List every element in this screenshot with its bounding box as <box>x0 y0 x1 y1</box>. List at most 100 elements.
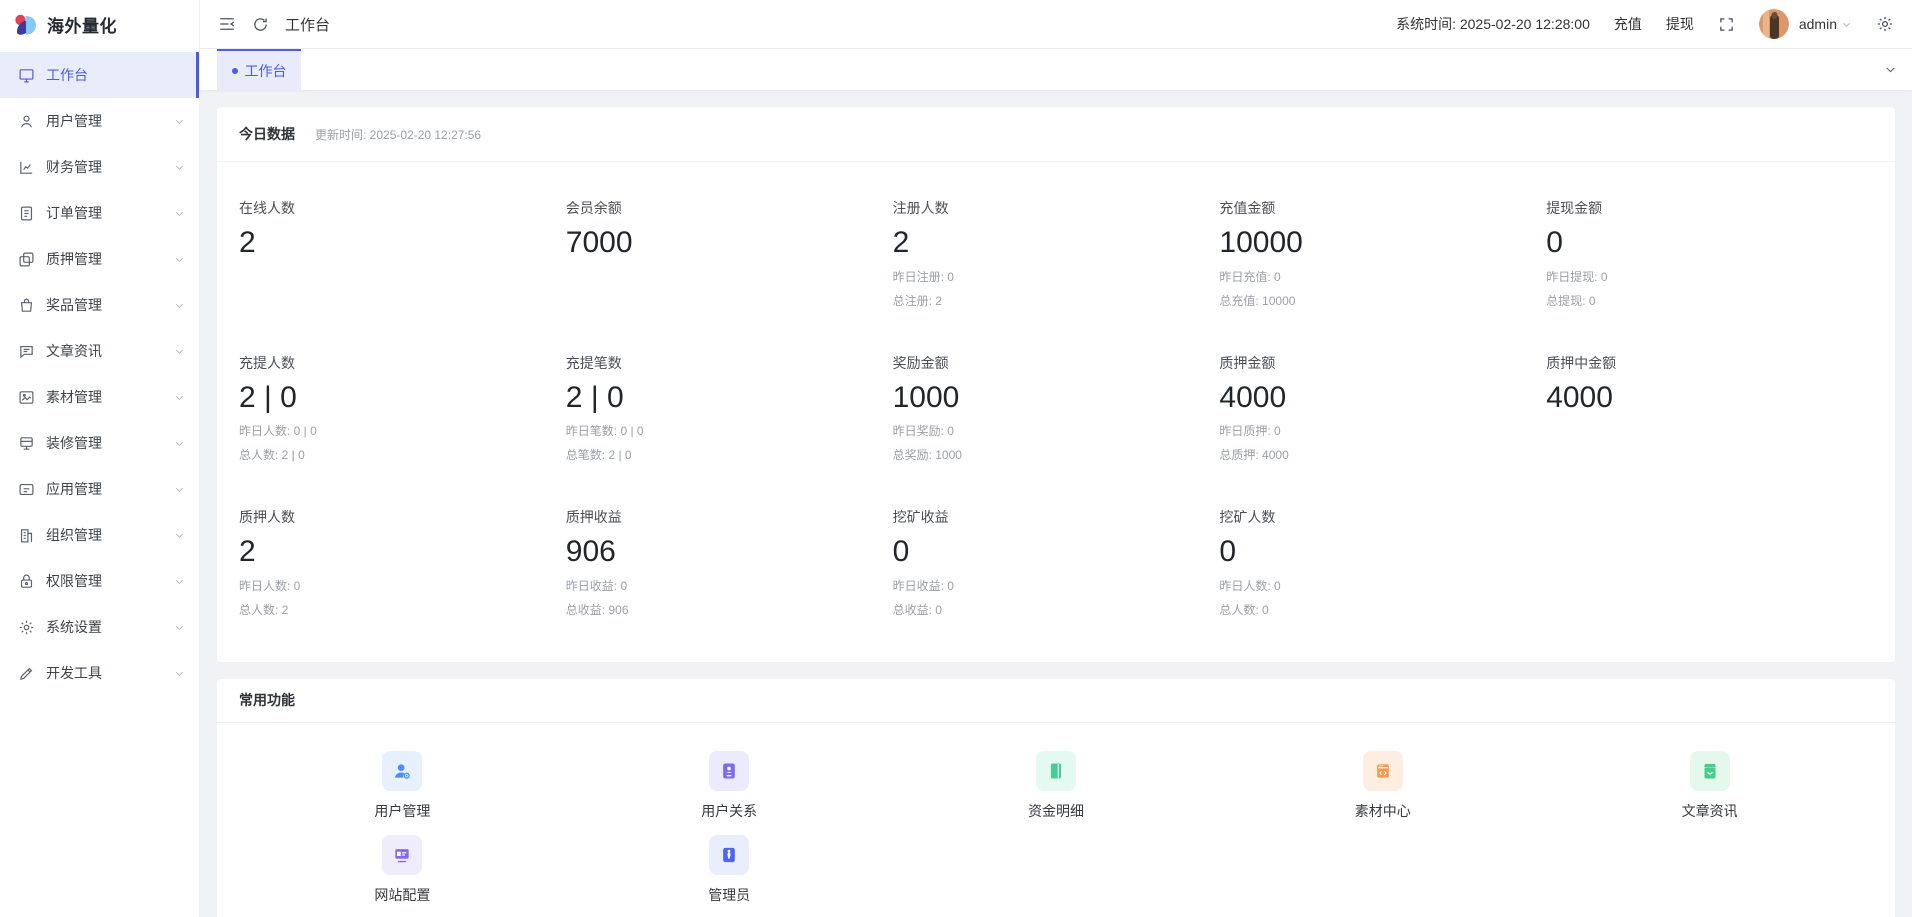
lock-icon <box>18 573 35 590</box>
sidebar-item-label: 开发工具 <box>46 665 102 681</box>
stat-recharge-withdraw-count: 充提笔数 2 | 0 昨日笔数: 0 | 0 总笔数: 2 | 0 <box>565 354 644 463</box>
chevron-down-icon <box>174 300 185 311</box>
bag-icon <box>18 297 35 314</box>
chevron-down-icon <box>174 208 185 219</box>
stat-mining-earnings: 挖矿收益 0 昨日收益: 0 总收益: 0 <box>892 509 954 617</box>
tab-bar: 工作台 <box>200 49 1912 90</box>
app-logo: 海外量化 <box>0 0 199 49</box>
recharge-button[interactable]: 充值 <box>1613 16 1642 32</box>
monitor-config-icon <box>382 834 423 875</box>
fullscreen-icon[interactable] <box>1718 16 1735 33</box>
app-title: 海外量化 <box>47 17 117 36</box>
sidebar-item-workbench[interactable]: 工作台 <box>0 52 199 98</box>
sidebar-item-label: 系统设置 <box>46 619 102 635</box>
comment-icon <box>18 343 35 360</box>
stat-withdraw-amount: 提现金额 0 昨日提现: 0 总提现: 0 <box>1546 200 1608 308</box>
today-card-title: 今日数据 <box>239 126 295 142</box>
chevron-down-icon <box>1841 19 1852 30</box>
image-icon <box>18 389 35 406</box>
sidebar-item-prize-management[interactable]: 奖品管理 <box>0 282 199 328</box>
sidebar-item-permission-management[interactable]: 权限管理 <box>0 558 199 604</box>
stat-pledge-users: 质押人数 2 昨日人数: 0 总人数: 2 <box>239 509 301 617</box>
user-menu[interactable]: admin <box>1758 9 1852 39</box>
sidebar-item-pledge-management[interactable]: 质押管理 <box>0 236 199 282</box>
sidebar-item-label: 组织管理 <box>46 527 102 543</box>
chevron-down-icon <box>174 116 185 127</box>
common-functions-header: 常用功能 <box>217 679 1895 723</box>
chevron-down-icon <box>174 438 185 449</box>
main-column: 工作台 系统时间: 2025-02-20 12:28:00 充值 提现 <box>200 0 1912 917</box>
ledger-book-icon <box>1035 750 1076 791</box>
today-data-card: 今日数据 更新时间: 2025-02-20 12:27:56 在线人数 2 会员… <box>217 107 1895 662</box>
sidebar-item-app-management[interactable]: 应用管理 <box>0 466 199 512</box>
stat-recharge-amount: 充值金额 10000 昨日充值: 0 总充值: 10000 <box>1219 200 1303 308</box>
stat-pledge-earnings: 质押收益 906 昨日收益: 0 总收益: 906 <box>565 509 629 617</box>
sidebar-item-order-management[interactable]: 订单管理 <box>0 190 199 236</box>
monitor-icon <box>18 67 35 84</box>
updated-time: 更新时间: 2025-02-20 12:27:56 <box>315 127 482 142</box>
topbar-right: 系统时间: 2025-02-20 12:28:00 充值 提现 adm <box>1396 9 1894 39</box>
tab-label: 工作台 <box>244 62 287 79</box>
stat-registered-users: 注册人数 2 昨日注册: 0 总注册: 2 <box>892 200 954 308</box>
quick-link-user-relations[interactable]: 用户关系 <box>701 750 757 821</box>
sidebar-item-label: 装修管理 <box>46 435 102 451</box>
stat-online-users: 在线人数 2 <box>239 200 295 259</box>
content-area: 今日数据 更新时间: 2025-02-20 12:27:56 在线人数 2 会员… <box>200 90 1912 917</box>
sidebar-item-label: 用户管理 <box>46 113 102 129</box>
quick-link-site-config[interactable]: 网站配置 <box>374 834 430 905</box>
decorate-icon <box>18 435 35 452</box>
sidebar-item-material-management[interactable]: 素材管理 <box>0 374 199 420</box>
username: admin <box>1798 16 1837 32</box>
quick-links-grid: 用户管理 用户关系 资金明细 <box>217 723 1895 917</box>
chevron-down-icon <box>174 392 185 403</box>
chevron-down-icon <box>174 162 185 173</box>
tab-active-dot-icon <box>231 67 238 74</box>
sidebar-item-decoration-management[interactable]: 装修管理 <box>0 420 199 466</box>
stat-member-balance: 会员余额 7000 <box>565 200 633 259</box>
chevron-down-icon <box>174 668 185 679</box>
sidebar-item-finance-management[interactable]: 财务管理 <box>0 144 199 190</box>
sidebar-item-label: 工作台 <box>46 67 88 83</box>
tab-workbench[interactable]: 工作台 <box>217 49 301 90</box>
sidebar-item-article-news[interactable]: 文章资讯 <box>0 328 199 374</box>
gear-icon <box>18 619 35 636</box>
stat-pledge-amount: 质押金额 4000 昨日质押: 0 总质押: 4000 <box>1219 354 1289 463</box>
quick-link-article-news[interactable]: 文章资讯 <box>1682 750 1738 821</box>
quick-link-funds-detail[interactable]: 资金明细 <box>1028 750 1084 821</box>
settings-gear-icon[interactable] <box>1876 15 1894 33</box>
system-time: 系统时间: 2025-02-20 12:28:00 <box>1396 16 1590 32</box>
tab-options-chevron-icon[interactable] <box>1868 49 1912 90</box>
quick-link-user-management[interactable]: 用户管理 <box>374 750 430 821</box>
pencil-icon <box>18 665 35 682</box>
stat-recharge-withdraw-users: 充提人数 2 | 0 昨日人数: 0 | 0 总人数: 2 | 0 <box>239 354 317 463</box>
common-functions-title: 常用功能 <box>239 692 295 708</box>
chevron-down-icon <box>174 346 185 357</box>
sidebar-item-label: 文章资讯 <box>46 343 102 359</box>
sidebar-item-label: 素材管理 <box>46 389 102 405</box>
stat-mining-users: 挖矿人数 0 昨日人数: 0 总人数: 0 <box>1219 509 1281 617</box>
quick-link-admin[interactable]: 管理员 <box>708 834 750 905</box>
topbar: 工作台 系统时间: 2025-02-20 12:28:00 充值 提现 <box>200 0 1912 49</box>
code-browser-icon <box>1362 750 1403 791</box>
user-icon <box>18 113 35 130</box>
quick-link-material-center[interactable]: 素材中心 <box>1355 750 1411 821</box>
copy-docs-icon <box>18 251 35 268</box>
today-card-header: 今日数据 更新时间: 2025-02-20 12:27:56 <box>217 107 1895 162</box>
common-functions-card: 常用功能 用户管理 用户关系 <box>217 678 1895 917</box>
sidebar-item-label: 权限管理 <box>46 573 102 589</box>
sidebar-item-organization-management[interactable]: 组织管理 <box>0 512 199 558</box>
withdraw-button[interactable]: 提现 <box>1665 16 1694 32</box>
avatar[interactable] <box>1758 9 1789 39</box>
document-icon <box>18 205 35 222</box>
sidebar-item-user-management[interactable]: 用户管理 <box>0 98 199 144</box>
sidebar-item-system-settings[interactable]: 系统设置 <box>0 604 199 650</box>
sidebar-item-label: 订单管理 <box>46 205 102 221</box>
menu-fold-icon[interactable] <box>218 15 236 33</box>
sidebar-item-dev-tools[interactable]: 开发工具 <box>0 650 199 696</box>
breadcrumb: 工作台 <box>285 16 331 34</box>
sidebar-item-label: 质押管理 <box>46 251 102 267</box>
chevron-down-icon <box>174 254 185 265</box>
user-manage-icon <box>382 750 423 791</box>
refresh-icon[interactable] <box>252 16 269 33</box>
